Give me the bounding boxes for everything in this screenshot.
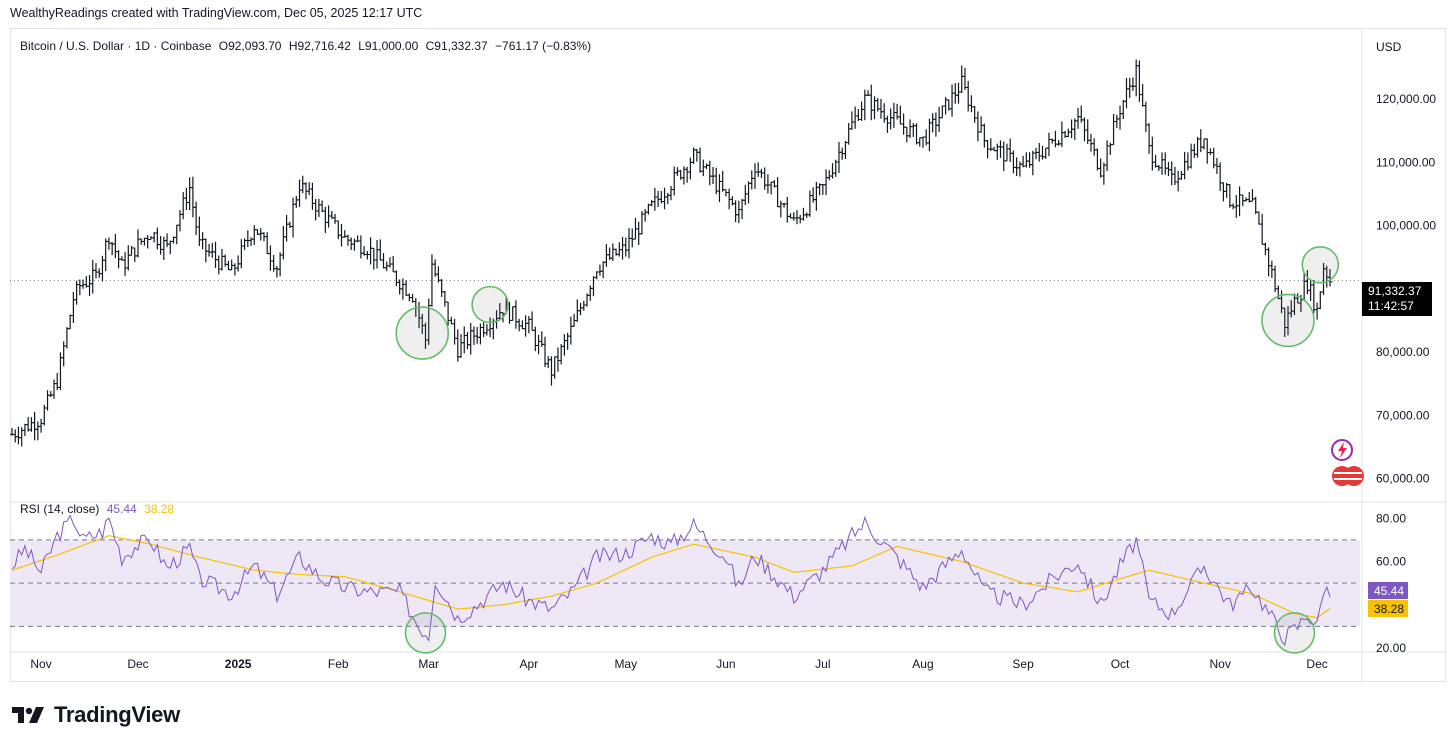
price-tick-label: 60,000.00 (1376, 472, 1430, 486)
rsi-label[interactable]: RSI (14, close) (20, 502, 100, 516)
last-price-tag: 91,332.37 11:42:57 (1362, 282, 1432, 316)
price-tick-label: 80,000.00 (1376, 345, 1430, 359)
time-tick-label: 2025 (225, 657, 252, 671)
us-flag-stripe (1334, 472, 1362, 474)
tradingview-brand: TradingView (54, 702, 180, 727)
lightning-bolt-glyph (1338, 442, 1347, 458)
price-tick-label: 120,000.00 (1376, 92, 1436, 106)
time-tick-label: Jun (716, 657, 735, 671)
highlight-circle (1301, 245, 1340, 284)
rsi-value-tag: 45.44 (1368, 582, 1408, 599)
price-tick-label: 70,000.00 (1376, 408, 1430, 422)
time-tick-label: Nov (1209, 657, 1230, 671)
rsi-legend: RSI (14, close) 45.44 38.28 (20, 502, 174, 516)
legend-open: O92,093.70 (218, 39, 282, 53)
rsi-tick-label: 20.00 (1376, 641, 1406, 655)
legend-change: −761.17 (−0.83%) (495, 39, 592, 53)
time-tick-label: Aug (912, 657, 933, 671)
tradingview-logo-icon (12, 707, 44, 723)
time-tick-label: Nov (30, 657, 51, 671)
price-tick-label: 100,000.00 (1376, 219, 1436, 233)
tradingview-logo[interactable]: TradingView (12, 702, 180, 728)
symbol-legend: Bitcoin / U.S. Dollar · 1D · Coinbase O9… (20, 39, 591, 53)
time-tick-label: Mar (418, 657, 439, 671)
chart-canvas[interactable]: 120,000.00110,000.00100,000.0090,000.008… (10, 28, 1446, 682)
time-tick-label: Jul (815, 657, 830, 671)
time-tick-label: May (614, 657, 637, 671)
highlight-circle (404, 612, 447, 654)
time-tick-label: Sep (1012, 657, 1034, 671)
rsi-tick-label: 60.00 (1376, 555, 1406, 569)
rsi-ma-legend-value: 38.28 (144, 502, 175, 516)
legend-symbol[interactable]: Bitcoin / U.S. Dollar · 1D · Coinbase (20, 39, 212, 53)
highlight-circle (1261, 293, 1315, 348)
time-tick-label: Dec (1306, 657, 1327, 671)
bar-countdown: 11:42:57 (1368, 299, 1414, 313)
last-price-value: 91,332.37 (1368, 284, 1422, 298)
legend-close: C91,332.37 (425, 39, 488, 53)
price-tick-label: 110,000.00 (1376, 155, 1435, 169)
highlight-circle (1273, 612, 1316, 654)
rsi-legend-value: 45.44 (106, 502, 137, 516)
legend-high: H92,716.42 (288, 39, 351, 53)
highlight-circle (471, 285, 509, 324)
highlight-circle (395, 306, 450, 360)
time-tick-label: Feb (328, 657, 349, 671)
rsi-line (11, 514, 1331, 647)
us-flag-stripe (1334, 478, 1362, 480)
rsi-tick-label: 80.00 (1376, 511, 1406, 525)
chart-attribution: WealthyReadings created with TradingView… (10, 6, 423, 20)
rsi-ma-value-tag: 38.28 (1368, 600, 1408, 617)
legend-low: L91,000.00 (358, 39, 419, 53)
rsi-ma-line (11, 534, 1331, 619)
currency-selector[interactable]: USD (1376, 40, 1402, 54)
time-tick-label: Apr (520, 657, 539, 671)
time-tick-label: Dec (127, 657, 148, 671)
us-flag-icon-2 (1344, 466, 1364, 486)
time-tick-label: Oct (1111, 657, 1130, 671)
